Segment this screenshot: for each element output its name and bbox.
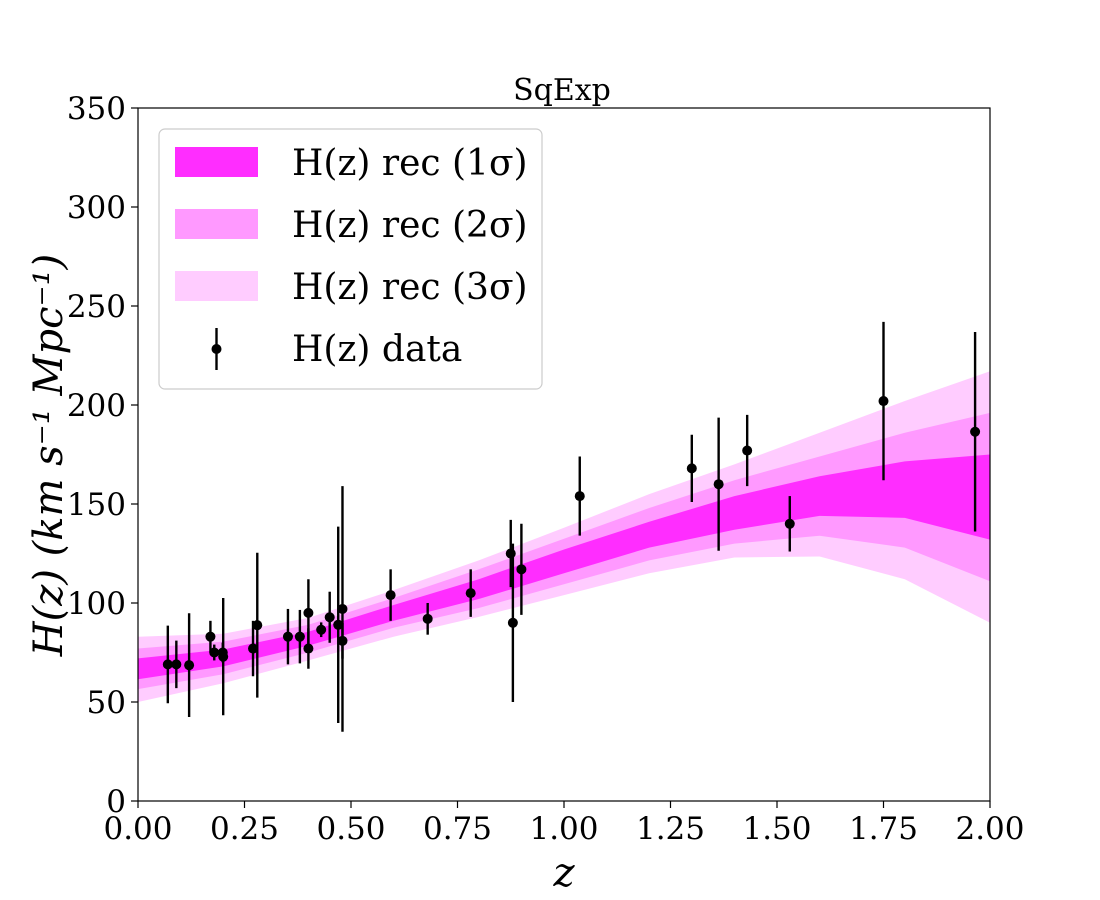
x-tick-label: 1.00 xyxy=(529,811,598,847)
x-axis-label: z xyxy=(552,850,575,896)
data-point xyxy=(218,598,229,716)
data-marker xyxy=(184,660,195,671)
data-point xyxy=(303,628,314,669)
legend: H(z) rec (1σ) H(z) rec (2σ) H(z) rec (3σ… xyxy=(158,128,543,390)
data-point xyxy=(248,620,259,677)
y-tick-label: 250 xyxy=(67,289,126,325)
data-point xyxy=(209,644,220,661)
y-tick-label: 300 xyxy=(67,190,126,226)
legend-label-2sigma: H(z) rec (2σ) xyxy=(292,205,528,246)
data-points xyxy=(162,321,981,732)
data-marker xyxy=(385,590,396,601)
data-marker xyxy=(162,659,173,670)
data-point xyxy=(324,591,335,643)
data-marker xyxy=(686,463,697,474)
y-tick-label: 0 xyxy=(106,784,126,820)
data-marker xyxy=(248,643,259,654)
data-point xyxy=(878,321,889,481)
data-marker xyxy=(505,548,516,559)
data-marker xyxy=(303,643,314,654)
y-tick-label: 50 xyxy=(87,685,126,721)
legend-swatch-3sigma xyxy=(175,271,258,301)
data-marker xyxy=(218,651,229,662)
y-axis-label: H(z) (km s⁻¹ Mpc⁻¹) xyxy=(26,254,72,657)
x-tick-label: 1.75 xyxy=(849,811,918,847)
data-marker xyxy=(316,624,327,635)
data-point xyxy=(742,414,753,487)
x-tick-label: 1.25 xyxy=(636,811,705,847)
data-marker xyxy=(205,631,216,642)
data-point xyxy=(516,523,527,615)
legend-label-1sigma: H(z) rec (1σ) xyxy=(292,143,528,184)
data-point xyxy=(184,613,195,718)
data-point xyxy=(465,569,476,617)
data-point xyxy=(316,622,327,638)
legend-swatch-2sigma xyxy=(175,209,258,239)
data-marker xyxy=(970,426,981,437)
data-marker xyxy=(516,564,527,575)
data-marker xyxy=(878,396,889,407)
data-point xyxy=(294,609,305,664)
data-marker xyxy=(333,619,344,630)
data-marker xyxy=(742,445,753,456)
data-marker xyxy=(252,620,263,631)
plot-area xyxy=(138,321,990,732)
x-axis: 0.00 0.25 0.50 0.75 1.00 1.25 1.50 1.75 2.00 xyxy=(103,801,1025,847)
data-point xyxy=(385,569,396,621)
data-marker xyxy=(294,631,305,642)
data-point xyxy=(337,622,348,659)
legend-box xyxy=(158,128,543,390)
data-marker xyxy=(574,491,585,502)
data-point xyxy=(784,496,795,552)
x-tick-label: 0.75 xyxy=(423,811,492,847)
data-point xyxy=(205,620,216,653)
data-marker xyxy=(282,631,293,642)
band-1sigma xyxy=(138,454,990,680)
y-axis: 0 50 100 150 200 250 300 350 xyxy=(67,91,138,820)
x-tick-label: 1.50 xyxy=(742,811,811,847)
x-tick-label: 0.25 xyxy=(210,811,279,847)
data-marker xyxy=(303,607,314,618)
data-marker xyxy=(507,617,518,628)
legend-marker-data xyxy=(211,328,222,370)
data-point xyxy=(171,640,182,689)
data-marker xyxy=(337,603,348,614)
data-point xyxy=(162,625,173,704)
data-marker xyxy=(422,613,433,624)
y-tick-label: 100 xyxy=(67,586,126,622)
data-marker xyxy=(324,612,335,623)
data-point xyxy=(337,486,348,732)
legend-label-3sigma: H(z) rec (3σ) xyxy=(292,267,528,308)
legend-swatch-1sigma xyxy=(175,147,258,177)
data-marker xyxy=(171,659,182,670)
chart-title: SqExp xyxy=(513,73,611,108)
reconstruction-bands xyxy=(138,371,990,702)
data-point xyxy=(574,456,585,536)
legend-label-data: H(z) data xyxy=(292,329,462,370)
data-point xyxy=(422,603,433,635)
x-tick-label: 0.50 xyxy=(316,811,385,847)
data-marker xyxy=(713,479,724,490)
data-marker xyxy=(784,518,795,529)
data-marker xyxy=(337,635,348,646)
y-tick-label: 200 xyxy=(67,388,126,424)
data-marker xyxy=(465,588,476,599)
x-tick-label: 0.00 xyxy=(103,811,172,847)
data-point xyxy=(713,417,724,551)
data-point xyxy=(252,552,263,698)
y-tick-label: 150 xyxy=(67,487,126,523)
data-point xyxy=(970,331,981,532)
y-tick-label: 350 xyxy=(67,91,126,127)
x-tick-label: 2.00 xyxy=(955,811,1024,847)
data-point xyxy=(686,434,697,503)
data-point xyxy=(333,526,344,723)
data-marker xyxy=(209,647,220,658)
data-point xyxy=(282,608,293,665)
data-point xyxy=(507,543,518,702)
